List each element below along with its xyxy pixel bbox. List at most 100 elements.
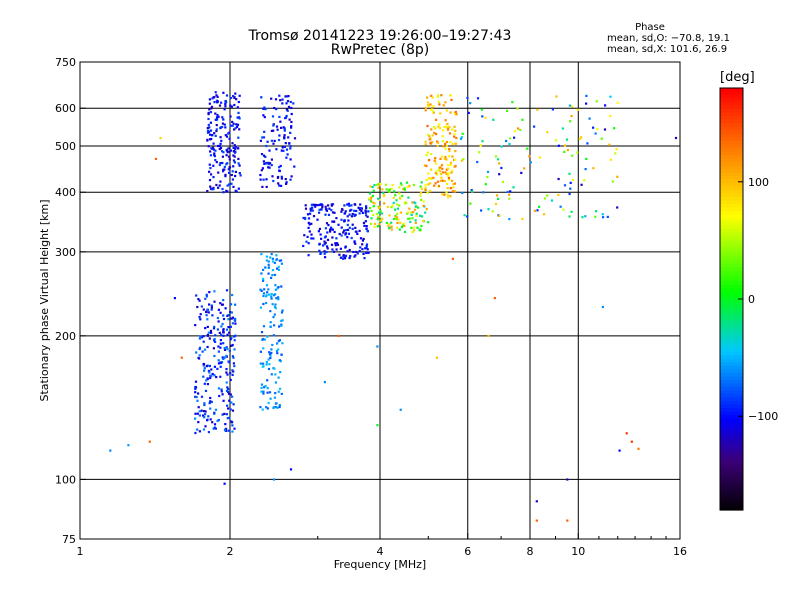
data-point [270,297,273,300]
data-point [286,153,289,156]
colorbar-segment [720,274,743,279]
data-point [517,127,520,130]
data-point [223,412,226,415]
data-point [459,137,463,140]
data-point [447,172,450,175]
data-point [399,221,402,224]
data-point [426,191,429,194]
data-point [330,243,334,246]
data-point [273,396,276,399]
data-point [285,114,288,118]
data-point [354,254,357,257]
colorbar-segment [720,193,743,198]
data-point [350,204,353,207]
data-point [381,188,384,191]
data-point [348,248,351,252]
data-point [231,373,234,376]
data-point [481,115,484,118]
data-point [340,218,343,221]
data-point [417,206,420,209]
data-point [207,431,210,434]
data-point [226,417,229,420]
data-point [198,354,201,357]
data-point [402,222,405,225]
colorbar-segment [720,481,743,486]
data-point [227,429,231,432]
colorbar-segment [720,393,743,399]
data-point [436,180,440,183]
colorbar-segment [720,397,743,402]
data-point [229,124,232,127]
data-point [266,391,269,394]
y-tick-label: 400 [55,186,76,199]
data-point [200,305,203,308]
data-point [302,244,305,248]
data-points-layer [109,91,678,522]
data-point [428,135,431,138]
data-point [349,255,352,258]
data-point [274,381,277,384]
data-point [353,209,356,212]
colorbar-segment [720,492,743,497]
data-point [329,228,332,231]
data-point [497,158,500,161]
data-point [342,257,345,260]
data-point [233,365,236,368]
data-point [222,118,225,121]
colorbar-segment [720,116,743,121]
data-point [594,215,597,218]
data-point [216,95,219,98]
data-point [616,101,619,104]
data-point [448,132,452,135]
data-point [214,149,217,152]
colorbar-segment [720,137,743,142]
data-point [203,416,206,419]
data-point [414,205,417,208]
data-point [228,183,231,186]
data-point [388,214,391,217]
colorbar-segment [720,151,743,156]
data-point [447,164,450,167]
data-point [277,175,280,179]
data-point [233,427,236,430]
data-point [230,336,233,339]
data-point [260,272,263,275]
data-point [431,96,434,99]
colorbar-segment [720,291,743,297]
data-point [442,171,445,174]
data-point [403,224,406,228]
data-point [280,324,283,327]
data-point [395,203,399,206]
data-point [262,325,266,328]
data-point [347,219,350,222]
data-point [365,244,368,247]
data-point [320,208,323,211]
colorbar-layer: 100 0 −100 [719,87,778,511]
data-point [261,136,264,139]
data-point [264,385,267,388]
data-point [278,169,281,172]
data-point [271,115,275,118]
data-point [454,158,457,161]
data-point [213,374,216,377]
data-point [637,447,640,450]
data-point [435,170,438,173]
data-point [323,252,326,255]
data-point [479,144,482,147]
data-point [207,415,210,418]
data-point [378,211,381,214]
data-point [218,144,221,148]
colorbar-segment [720,400,743,406]
data-point [326,247,329,250]
data-point [207,145,210,148]
data-point [365,227,368,230]
data-point [220,388,223,391]
data-point [209,150,212,153]
data-point [396,221,399,224]
data-point [354,203,357,206]
data-point [580,136,583,139]
data-point [376,218,379,221]
data-point [555,95,558,98]
data-point [223,482,226,485]
data-point [214,159,217,162]
